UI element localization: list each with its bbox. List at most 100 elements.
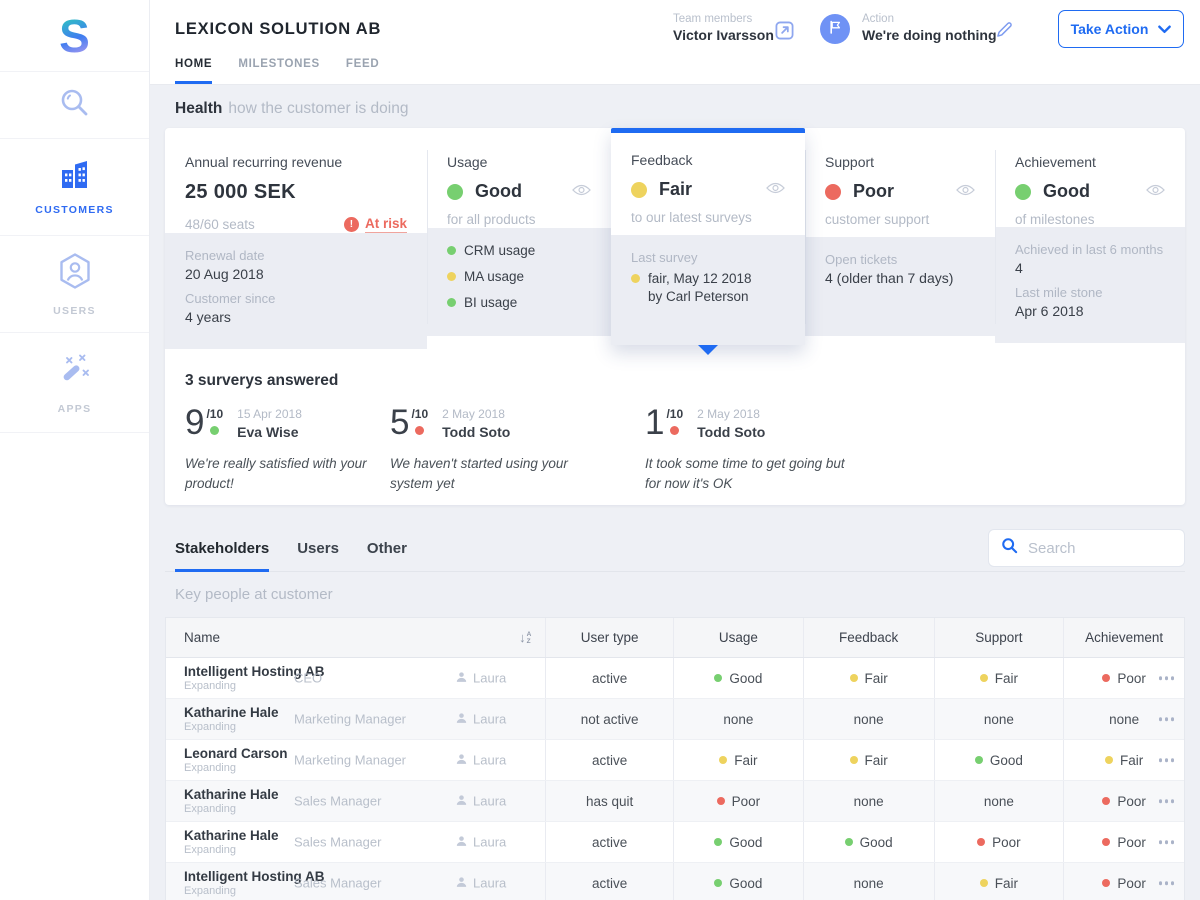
detail-label: Achieved in last 6 months [1015, 242, 1165, 257]
search-box[interactable] [988, 529, 1185, 567]
table-row[interactable]: Katharine Hale Expanding Sales Manager L… [166, 822, 1184, 863]
card-feedback[interactable]: Feedback Fair to our latest surveys Last… [611, 128, 805, 345]
person-name: Katharine Hale [184, 705, 279, 720]
usage-dot [714, 674, 722, 682]
row-menu-icon[interactable] [1157, 672, 1177, 684]
surveys-section: 3 surverys answered 9 /10 15 Apr 2018 Ev… [165, 352, 1185, 505]
person-role: Sales Manager [294, 794, 381, 809]
at-risk-badge[interactable]: At risk [344, 216, 407, 233]
seats-value: 48/60 seats [185, 217, 255, 232]
usage-item-label: CRM usage [464, 243, 535, 258]
action-flag-badge [820, 14, 850, 44]
app-logo[interactable]: S [0, 0, 149, 72]
row-menu-icon[interactable] [1157, 795, 1177, 807]
survey-score: 1 [645, 406, 664, 440]
user-type-cell: active [545, 740, 673, 780]
search-input[interactable] [1028, 540, 1158, 557]
sort-az-icon[interactable]: ↓AZ [519, 630, 531, 644]
feedback-cell: none [803, 781, 934, 821]
card-support[interactable]: Support Poor customer support Open ticke… [805, 135, 995, 336]
person-icon [456, 671, 467, 686]
tab-feed[interactable]: FEED [346, 58, 379, 84]
arr-value: 25 000 SEK [185, 181, 407, 204]
user-type-cell: active [545, 658, 673, 698]
survey-dot [670, 426, 679, 435]
owner-name: Laura [473, 753, 506, 768]
action-value: We're doing nothing [862, 27, 997, 43]
person-icon [456, 712, 467, 727]
survey-score-max: /10 [206, 407, 223, 421]
status-dot [1015, 184, 1031, 200]
usage-dot [717, 797, 725, 805]
eye-icon[interactable] [1146, 183, 1165, 201]
eye-icon[interactable] [766, 181, 785, 199]
tab-milestones[interactable]: MILESTONES [238, 58, 320, 84]
feedback-cell: Fair [803, 740, 934, 780]
usage-cell: Good [673, 658, 803, 698]
survey-dot [210, 426, 219, 435]
owner-name: Laura [473, 835, 506, 850]
health-subtitle: how the customer is doing [228, 100, 408, 117]
page-title: LEXICON SOLUTION AB [175, 20, 381, 39]
health-heading: Healthhow the customer is doing [175, 100, 408, 118]
sidebar-item-users[interactable]: USERS [0, 236, 149, 333]
flag-icon [828, 20, 842, 39]
feedback-cell: Good [803, 822, 934, 862]
card-annual-recurring-revenue[interactable]: Annual recurring revenue 25 000 SEK 48/6… [165, 135, 427, 336]
card-achievement[interactable]: Achievement Good of milestones Achieved … [995, 135, 1185, 336]
table-row[interactable]: Intelligent Hosting AB Expanding Sales M… [166, 863, 1184, 900]
column-usage: Usage [673, 618, 803, 657]
buildings-icon [57, 158, 93, 195]
owner-name: Laura [473, 794, 506, 809]
sidebar-label-users: USERS [53, 305, 96, 317]
column-user-type: User type [545, 618, 673, 657]
tab-users[interactable]: Users [297, 540, 339, 572]
usage-cell: Poor [673, 781, 803, 821]
row-menu-icon[interactable] [1157, 877, 1177, 889]
eye-icon[interactable] [956, 183, 975, 201]
table-row[interactable]: Katharine Hale Expanding Sales Manager L… [166, 781, 1184, 822]
table-row[interactable]: Katharine Hale Expanding Marketing Manag… [166, 699, 1184, 740]
person-name: Katharine Hale [184, 787, 279, 802]
usage-dot [714, 879, 722, 887]
sidebar-item-search[interactable] [0, 72, 149, 139]
edit-pencil-icon[interactable] [995, 21, 1013, 44]
table-row[interactable]: Intelligent Hosting AB Expanding CEO Lau… [166, 658, 1184, 699]
magic-wand-icon [55, 351, 95, 394]
person-segment: Expanding [184, 844, 279, 856]
person-role: Sales Manager [294, 835, 381, 850]
sidebar-item-customers[interactable]: CUSTOMERS [0, 139, 149, 236]
support-cell: Fair [934, 658, 1064, 698]
card-usage[interactable]: Usage Good for all products CRM usage MA… [427, 135, 611, 336]
row-menu-icon[interactable] [1157, 713, 1177, 725]
team-members-group: Team members Victor Ivarsson [673, 13, 774, 43]
usage-cell: Fair [673, 740, 803, 780]
detail-label: Open tickets [825, 252, 975, 267]
status-dot [825, 184, 841, 200]
tab-stakeholders[interactable]: Stakeholders [175, 540, 269, 572]
usage-cell: Good [673, 822, 803, 862]
health-panel: Annual recurring revenue 25 000 SEK 48/6… [165, 128, 1185, 505]
feedback-dot [850, 756, 858, 764]
external-link-icon[interactable] [775, 21, 794, 45]
feedback-cell: none [803, 699, 934, 739]
sidebar-item-apps[interactable]: APPS [0, 333, 149, 433]
table-row[interactable]: Leonard Carson Expanding Marketing Manag… [166, 740, 1184, 781]
status-dot [631, 182, 647, 198]
team-members-value: Victor Ivarsson [673, 27, 774, 43]
person-segment: Expanding [184, 803, 279, 815]
row-menu-icon[interactable] [1157, 836, 1177, 848]
tab-other[interactable]: Other [367, 540, 407, 572]
person-segment: Expanding [184, 721, 279, 733]
table-header: Name ↓AZ User type Usage Feedback Suppor… [166, 618, 1184, 658]
eye-icon[interactable] [572, 183, 591, 201]
feedback-cell: Fair [803, 658, 934, 698]
take-action-button[interactable]: Take Action [1058, 10, 1184, 48]
detail-value: Apr 6 2018 [1015, 303, 1165, 319]
survey-score-max: /10 [411, 407, 428, 421]
usage-cell: Good [673, 863, 803, 900]
tab-home[interactable]: HOME [175, 58, 212, 84]
feedback-dot [845, 838, 853, 846]
usage-cell: none [673, 699, 803, 739]
row-menu-icon[interactable] [1157, 754, 1177, 766]
